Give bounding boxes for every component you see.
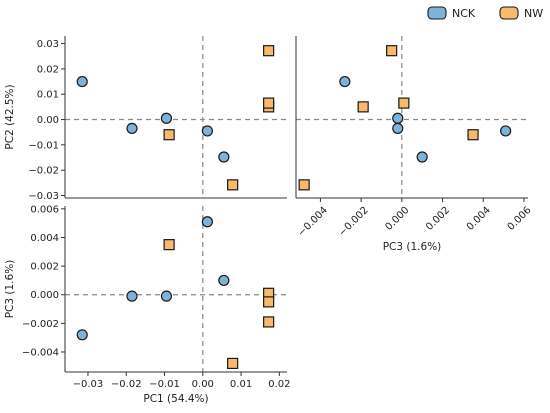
y-tick-label: −0.02 xyxy=(28,166,59,177)
data-point-nck xyxy=(392,112,404,124)
data-point-nck xyxy=(160,112,173,124)
y-tick-label: −0.01 xyxy=(28,140,59,151)
data-point-nw xyxy=(386,45,398,57)
legend: NCK NW xyxy=(427,6,543,20)
y-tick-label: 0.004 xyxy=(30,233,59,244)
data-point-nw xyxy=(227,357,239,370)
legend-label: NCK xyxy=(452,7,476,20)
data-point-nck xyxy=(126,290,138,302)
data-point-nck xyxy=(218,151,230,163)
data-point-nw xyxy=(263,296,275,308)
x-tick-label: −0.03 xyxy=(73,379,104,390)
y-tick-label: −0.03 xyxy=(28,191,59,202)
y-tick-label: 0.03 xyxy=(37,39,59,50)
data-point-nw xyxy=(163,239,175,251)
data-point-nck xyxy=(201,216,213,228)
x-tick-label: 0.000 xyxy=(383,205,411,233)
data-point-nck xyxy=(500,125,512,137)
y-axis-label: PC2 (42.5%) xyxy=(4,84,16,149)
x-axis-label: PC3 (1.6%) xyxy=(383,241,442,253)
x-tick-label: −0.01 xyxy=(149,379,180,390)
y-tick-label: 0.01 xyxy=(37,90,59,101)
x-tick-label: 0.02 xyxy=(268,379,290,390)
data-point-nck xyxy=(201,125,213,137)
data-point-nw xyxy=(263,316,275,328)
data-point-nw xyxy=(163,129,175,141)
legend-item-nw: NW xyxy=(499,6,543,20)
data-point-nck xyxy=(160,290,173,302)
panel-2: −0.004 −0.002 0.000 0.002 0.004 0.006 PC3 (1.6… xyxy=(295,36,534,253)
data-point-nw xyxy=(398,97,410,109)
data-point-nck xyxy=(392,122,404,134)
y-tick-label: −0.004 xyxy=(22,347,59,358)
y-tick-label: 0.002 xyxy=(30,262,59,273)
panel-3: 0.006 0.004 0.002 0.000 −0.002 −0.004 −0.03 −0.… xyxy=(4,204,290,405)
y-tick-label: 0.00 xyxy=(37,115,59,126)
x-tick-label: −0.02 xyxy=(111,379,142,390)
data-point-nck xyxy=(126,122,138,134)
y-tick-label: 0.000 xyxy=(30,290,59,301)
x-tick-label: 0.004 xyxy=(465,205,493,233)
data-point-nck xyxy=(76,329,88,341)
legend-swatch xyxy=(499,6,519,20)
x-tick-label: 0.01 xyxy=(230,379,252,390)
legend-item-nck: NCK xyxy=(427,6,476,20)
legend-swatch xyxy=(427,6,447,20)
data-point-nck xyxy=(76,75,88,88)
panel-1: 0.03 0.02 0.01 0.00 −0.01 −0.02 −0.03 PC2 (42.5… xyxy=(4,36,287,202)
data-point-nw xyxy=(467,129,479,141)
data-point-nck xyxy=(218,274,230,287)
y-axis-label: PC3 (1.6%) xyxy=(4,260,16,319)
x-axis-label: PC1 (54.4%) xyxy=(143,393,208,405)
x-tick-label: 0.002 xyxy=(424,205,452,233)
data-point-nw xyxy=(357,101,369,113)
y-tick-label: −0.002 xyxy=(22,319,59,330)
data-point-nck xyxy=(339,75,351,88)
x-tick-label: 0.00 xyxy=(192,379,214,390)
y-tick-label: 0.006 xyxy=(30,204,59,215)
legend-label: NW xyxy=(524,7,543,20)
data-point-nw xyxy=(263,97,275,109)
data-point-nck xyxy=(416,151,428,163)
data-point-nw xyxy=(227,179,239,191)
x-tick-label: −0.004 xyxy=(296,205,330,239)
x-tick-label: 0.006 xyxy=(506,205,534,233)
x-tick-label: −0.002 xyxy=(337,205,371,239)
data-point-nw xyxy=(263,45,275,57)
data-point-nw xyxy=(298,179,310,191)
y-tick-label: 0.02 xyxy=(37,64,59,75)
